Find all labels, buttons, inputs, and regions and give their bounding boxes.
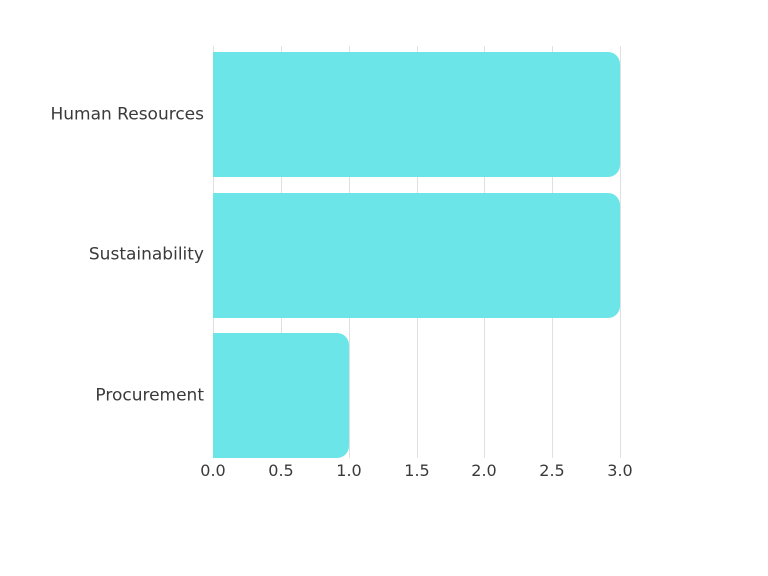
x-tick-label-2.0: 2.0 xyxy=(471,461,497,480)
x-tick-label-2.5: 2.5 xyxy=(539,461,565,480)
gridline-x-3.0 xyxy=(620,46,621,458)
bar-procurement xyxy=(213,333,349,458)
category-label-human-resources: Human Resources xyxy=(50,104,204,125)
x-tick-label-0.0: 0.0 xyxy=(200,461,226,480)
category-label-procurement: Procurement xyxy=(95,385,204,406)
x-tick-label-0.5: 0.5 xyxy=(268,461,294,480)
bar-human-resources xyxy=(213,52,620,177)
x-tick-label-1.5: 1.5 xyxy=(404,461,430,480)
x-tick-label-3.0: 3.0 xyxy=(607,461,633,480)
category-label-sustainability: Sustainability xyxy=(88,244,204,265)
bar-sustainability xyxy=(213,193,620,318)
x-tick-label-1.0: 1.0 xyxy=(336,461,362,480)
